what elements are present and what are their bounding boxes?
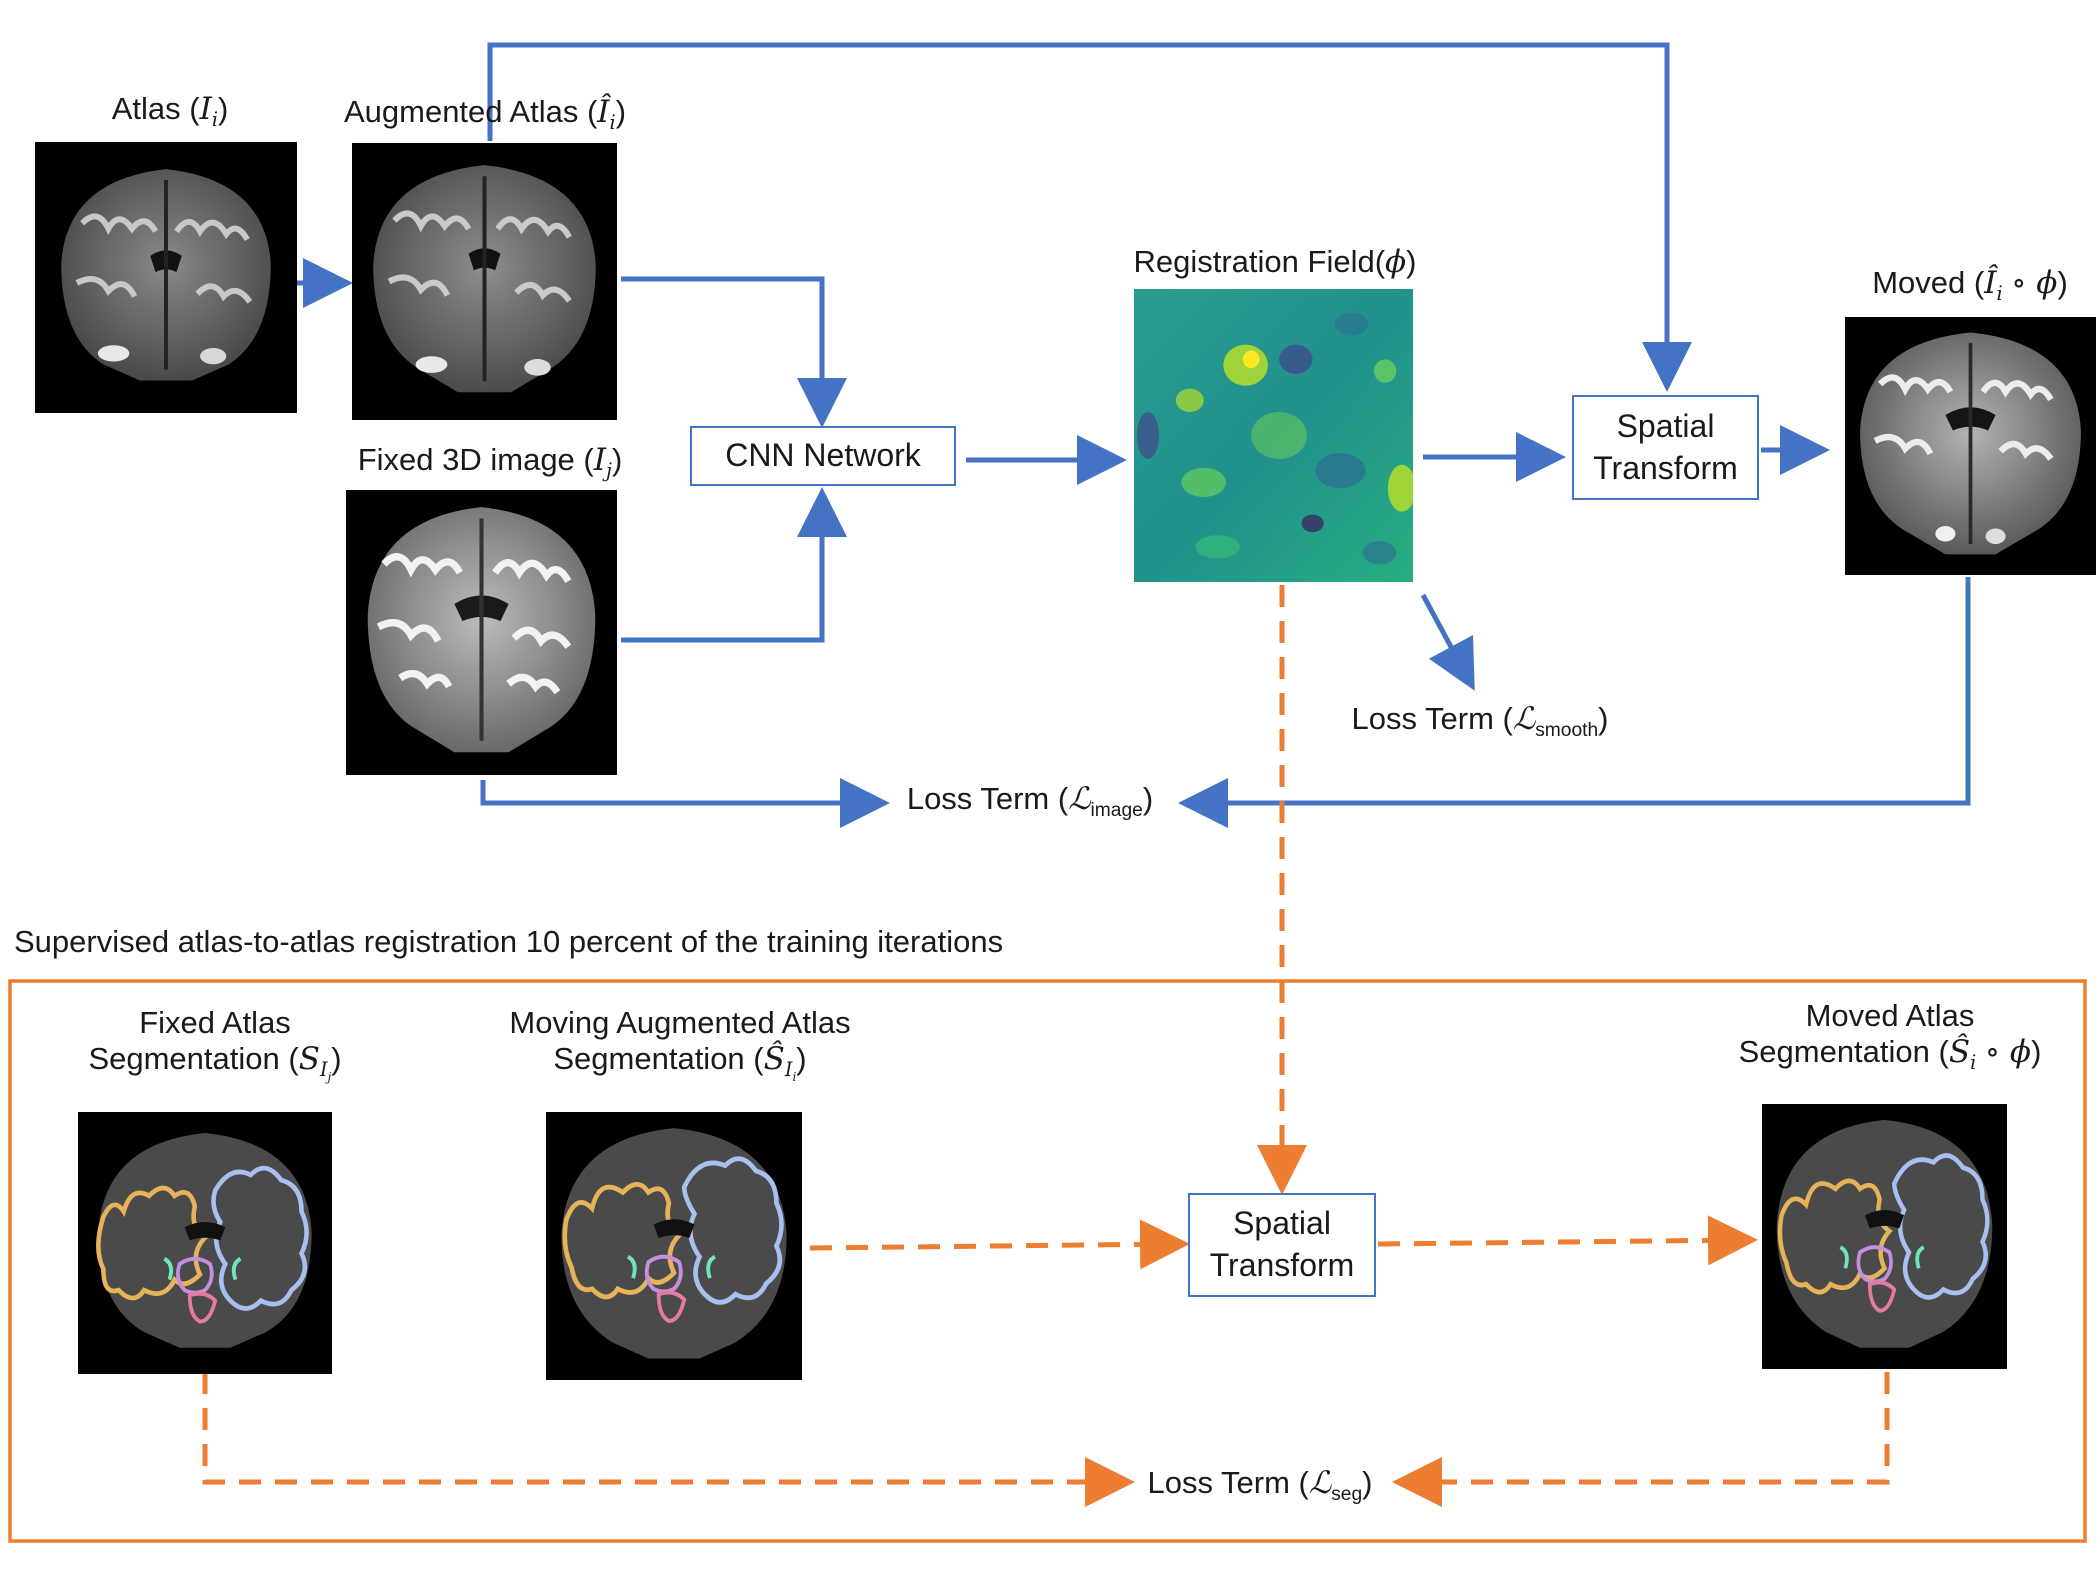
- cnn-network-box: CNN Network: [690, 426, 956, 486]
- supervised-panel-title: Supervised atlas-to-atlas registration 1…: [14, 924, 1004, 959]
- fixed-3d-image: [346, 490, 617, 775]
- registration-field-image: [1134, 289, 1413, 582]
- moved-atlas-seg-label: Moved Atlas Segmentation (Ŝi ∘ ϕ): [1738, 998, 2042, 1074]
- registration-field-label: Registration Field(ϕ): [1133, 244, 1417, 280]
- arrow-fixed-to-image-loss: [480, 778, 890, 828]
- augmented-atlas-label: Augmented Atlas (Îi): [343, 94, 627, 135]
- dashed-arrow-moved-seg-to-loss: [1392, 1372, 1890, 1507]
- augmented-atlas-image: [352, 143, 617, 420]
- dashed-arrow-fixed-seg-to-loss: [202, 1372, 1135, 1507]
- dashed-arrow-spatial2-to-moved-seg: [1377, 1215, 1758, 1266]
- atlas-image: [35, 142, 297, 413]
- moving-augmented-seg-image: [546, 1112, 802, 1380]
- arrow-augmented-to-spatial: [487, 42, 1692, 392]
- seg-loss-label: Loss Term (ℒseg): [1147, 1465, 1373, 1506]
- spatial-transform-box: Spatial Transform: [1572, 395, 1759, 500]
- supervised-panel: [8, 979, 2087, 1543]
- fixed-atlas-seg-label: Fixed Atlas Segmentation (SIj): [88, 1005, 342, 1084]
- moving-augmented-seg-label: Moving Augmented Atlas Segmentation (ŜIi…: [509, 1005, 851, 1084]
- arrow-moved-to-image-loss: [1178, 577, 1971, 828]
- spatial-transform-box-2: Spatial Transform: [1188, 1193, 1376, 1297]
- moved-image: [1845, 317, 2096, 575]
- dashed-arrow-moving-seg-to-spatial2: [809, 1219, 1190, 1270]
- smooth-loss-label: Loss Term (ℒsmooth): [1351, 701, 1609, 742]
- fixed-atlas-seg-image: [78, 1112, 332, 1374]
- arrow-augmented-to-cnn: [621, 276, 847, 428]
- arrow-field-to-smooth-loss: [1420, 593, 1475, 691]
- image-loss-label: Loss Term (ℒimage): [906, 781, 1154, 822]
- arrow-fixed-to-cnn: [621, 487, 847, 643]
- moved-atlas-seg-image: [1762, 1104, 2007, 1369]
- moved-label: Moved (Îi ∘ ϕ): [1872, 265, 2068, 306]
- atlas-label: Atlas (Ii): [111, 91, 229, 132]
- fixed-3d-image-label: Fixed 3D image (Ij): [357, 442, 623, 483]
